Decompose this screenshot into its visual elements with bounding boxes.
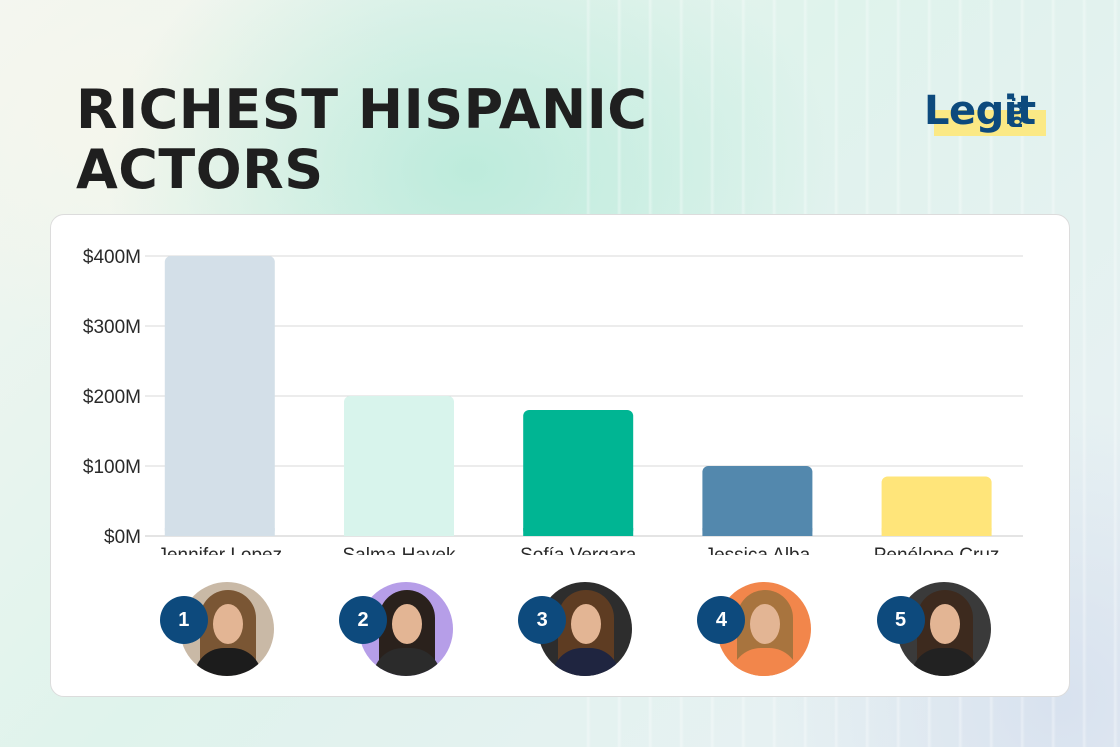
bar bbox=[164, 256, 275, 536]
y-tick-label: $0M bbox=[104, 527, 141, 548]
bar-base bbox=[881, 528, 992, 536]
avatar-group: 2 bbox=[339, 582, 459, 676]
y-tick-label: $300M bbox=[83, 317, 141, 338]
x-tick-label: Sofía Vergara bbox=[520, 545, 637, 555]
avatar-face bbox=[212, 604, 243, 644]
logo-word: Legit bbox=[924, 88, 1036, 134]
x-tick-label: Jessica Alba bbox=[705, 545, 811, 555]
bar-base bbox=[523, 528, 634, 536]
x-tick-label: Salma Hayek bbox=[343, 545, 456, 555]
chart-title: RICHEST HISPANIC ACTORS bbox=[76, 78, 648, 201]
bar-base bbox=[702, 528, 813, 536]
avatar-face bbox=[929, 604, 960, 644]
avatar bbox=[538, 582, 633, 676]
y-tick-label: $200M bbox=[83, 387, 141, 408]
chart-card: $0M $100M $200M $300M $400M Jennifer Lopez Sal… bbox=[50, 214, 1070, 697]
logo-tld: .ng bbox=[1007, 96, 1028, 129]
logo-highlight bbox=[934, 110, 1046, 136]
rank-badge: 3 bbox=[518, 596, 567, 644]
bar-base bbox=[164, 528, 275, 536]
rank-badge: 4 bbox=[697, 596, 746, 644]
avatar-group: 1 bbox=[159, 582, 280, 676]
rank-badge: 1 bbox=[159, 596, 208, 644]
bar bbox=[881, 476, 992, 536]
rank-badge: 5 bbox=[876, 596, 925, 644]
avatar-face bbox=[392, 604, 422, 644]
x-tick-label: Penélope Cruz bbox=[874, 545, 1000, 555]
bar-chart: $0M $100M $200M $300M $400M Jennifer Lopez Sal… bbox=[83, 247, 1023, 555]
rank-badge: 2 bbox=[339, 596, 387, 644]
bar-base bbox=[344, 528, 454, 536]
avatar-group: 3 bbox=[518, 582, 638, 676]
bar bbox=[344, 396, 454, 536]
bar bbox=[523, 410, 634, 536]
avatar-group: 4 bbox=[697, 582, 817, 676]
bar bbox=[702, 466, 813, 536]
avatar bbox=[179, 582, 274, 676]
x-tick-label: Jennifer Lopez bbox=[157, 545, 282, 555]
legit-logo: Legit .ng bbox=[924, 88, 1054, 138]
avatar bbox=[896, 582, 991, 676]
avatar-group: 5 bbox=[876, 582, 997, 676]
avatar-face bbox=[571, 604, 602, 644]
y-tick-label: $100M bbox=[83, 457, 141, 478]
y-tick-label: $400M bbox=[83, 247, 141, 268]
avatar-face bbox=[750, 604, 781, 644]
